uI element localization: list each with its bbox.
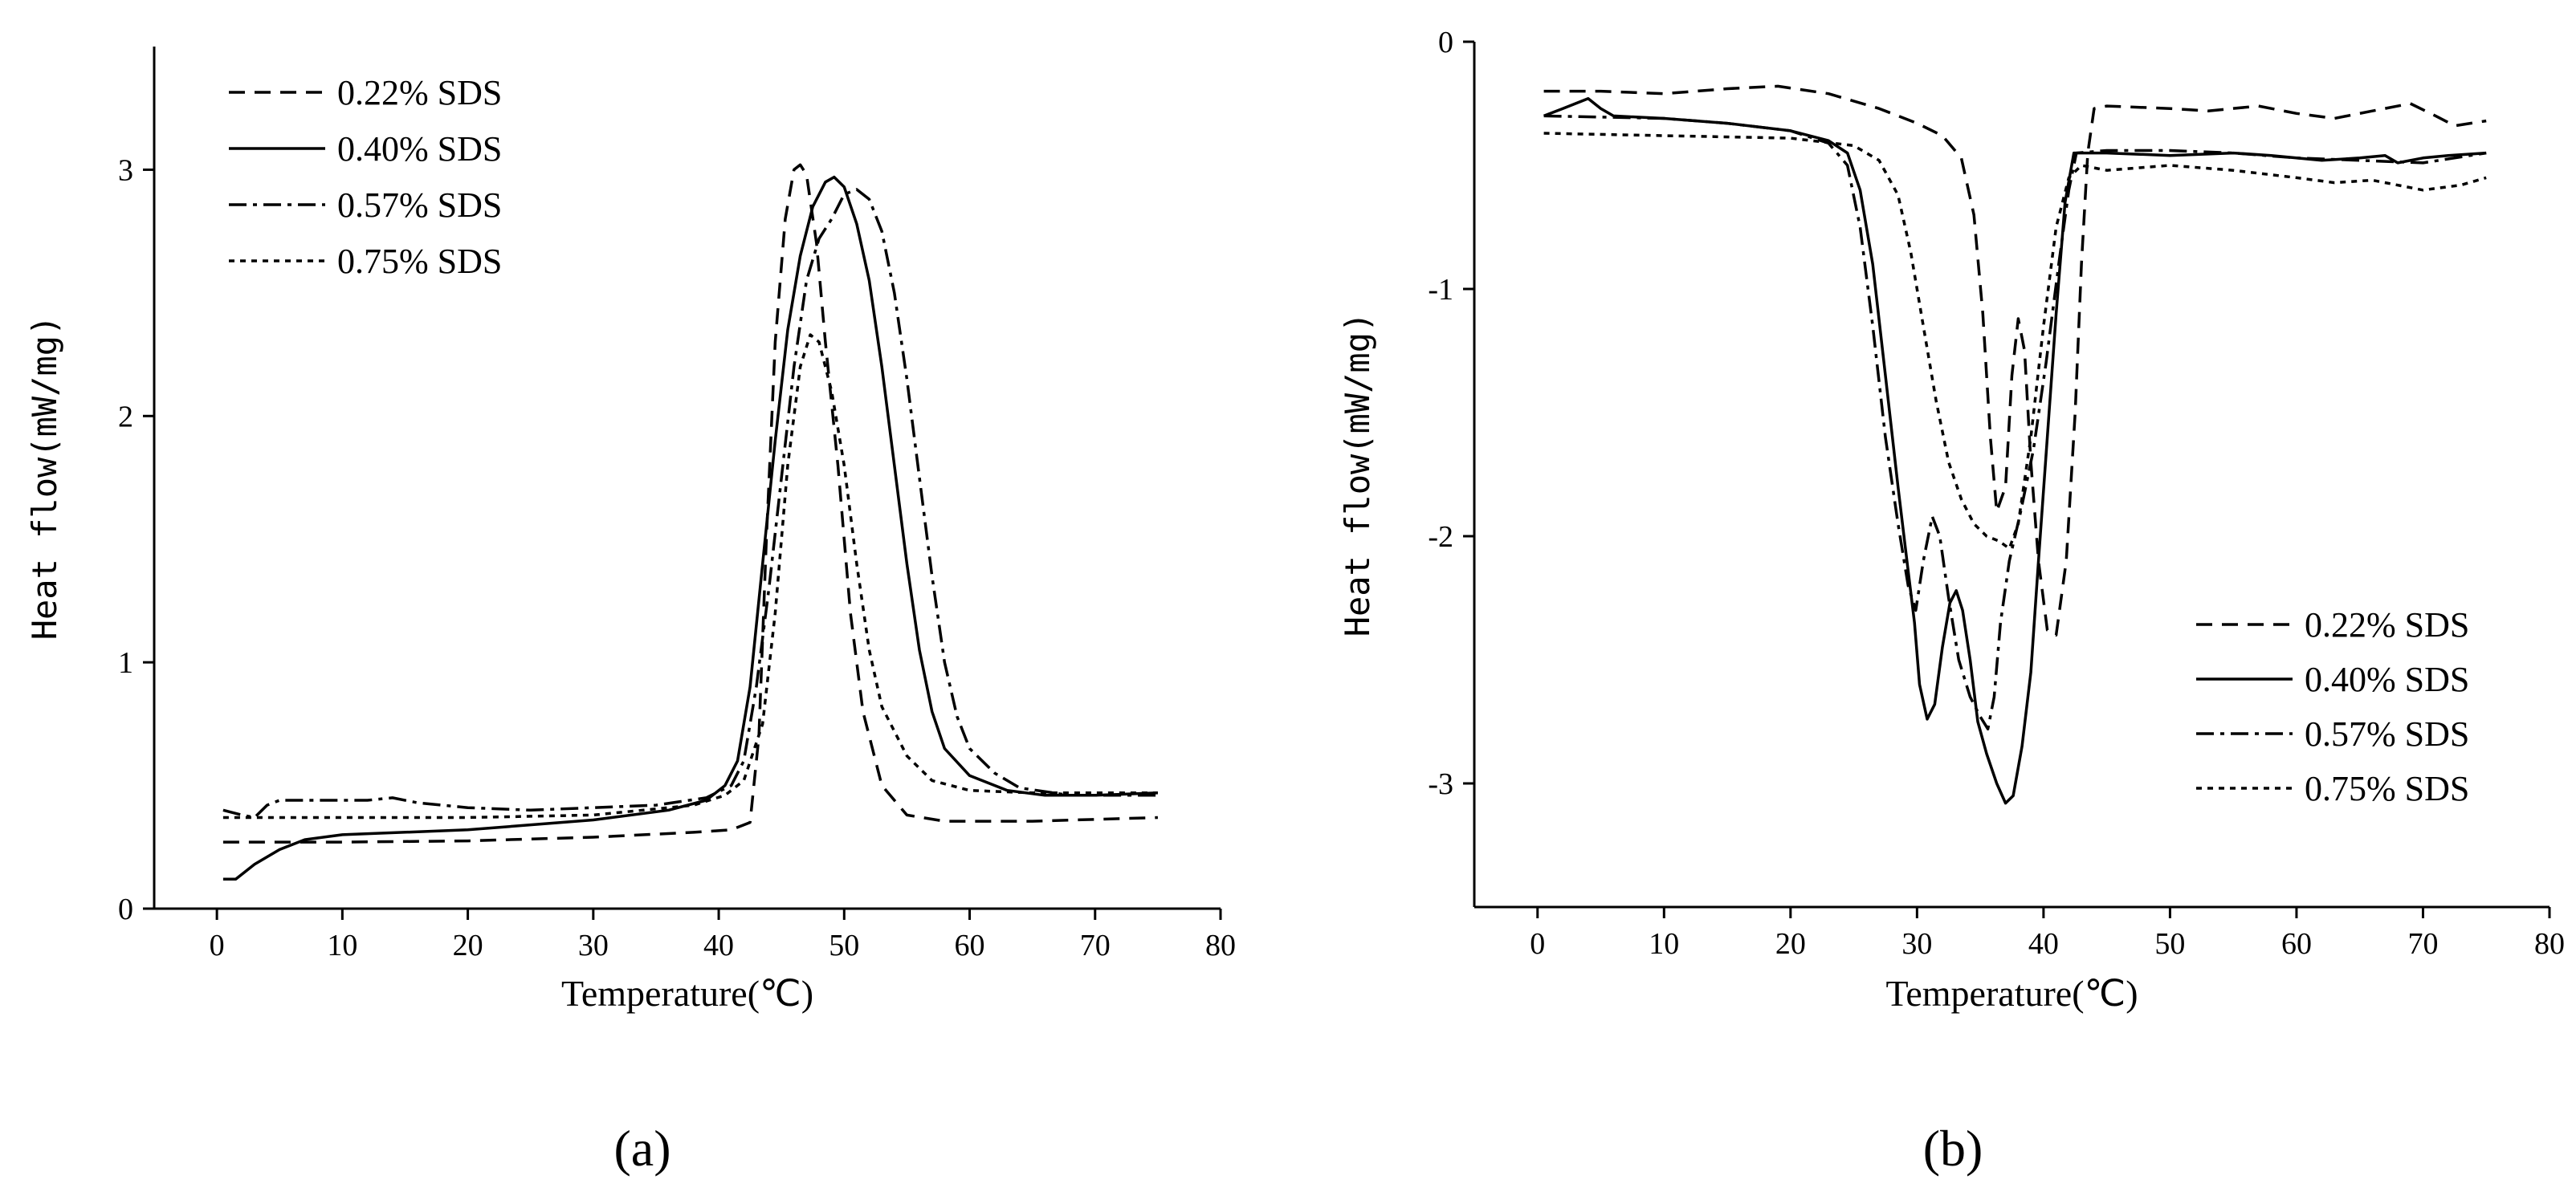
y-axis-label: Heat flow(mW/mg) — [1338, 312, 1377, 637]
series-line — [222, 333, 1158, 820]
y-axis-label: Heat flow(mW/mg) — [25, 315, 64, 641]
y-tick-label: -1 — [1428, 273, 1453, 307]
panel-label-b: (b) — [1923, 1120, 1983, 1177]
x-tick-label: 0 — [1530, 927, 1545, 961]
x-tick-label: 50 — [2154, 927, 2185, 961]
y-tick-label: 1 — [118, 646, 133, 680]
legend-label: 0.40% SDS — [2305, 660, 2469, 699]
series-line — [222, 188, 1158, 820]
x-tick-label: 20 — [1775, 927, 1806, 961]
legend-label: 0.75% SDS — [337, 242, 502, 281]
x-tick-label: 60 — [955, 929, 985, 962]
x-axis-label: Temperature(℃) — [1885, 973, 2138, 1014]
x-tick-label: 10 — [327, 929, 357, 962]
x-tick-label: 0 — [210, 929, 225, 962]
chart-panel-a: 0 10 20 30 40 50 60 70 80 0 1 2 3 Temperature(℃) Heat … — [25, 47, 1236, 1014]
legend-label: 0.75% SDS — [2305, 769, 2469, 808]
x-tick-label: 30 — [1901, 927, 1932, 961]
x-tick-label: 60 — [2281, 927, 2312, 961]
legend-label: 0.22% SDS — [2305, 605, 2469, 645]
legend: 0.22% SDS 0.40% SDS 0.57% SDS 0.75% SDS — [2196, 605, 2469, 808]
chart-panel-b: 0 10 20 30 40 50 60 70 80 0 -1 -2 -3 Temperature(℃) He… — [1338, 26, 2565, 1014]
x-axis-label: Temperature(℃) — [561, 973, 813, 1014]
x-tick-label: 10 — [1649, 927, 1679, 961]
legend: 0.22% SDS 0.40% SDS 0.57% SDS 0.75% SDS — [229, 73, 502, 281]
y-tick-label: -3 — [1428, 767, 1453, 801]
legend-label: 0.57% SDS — [2305, 714, 2469, 754]
x-tick-label: 70 — [1080, 929, 1111, 962]
series-line — [222, 163, 1158, 844]
y-tick-label: 2 — [118, 400, 133, 433]
x-tick-label: 80 — [1205, 929, 1236, 962]
y-tick-label: 0 — [1438, 26, 1453, 59]
x-tick-label: 80 — [2534, 927, 2565, 961]
x-tick-label: 50 — [829, 929, 859, 962]
y-tick-label: 3 — [118, 153, 133, 187]
x-tick-label: 40 — [2028, 927, 2059, 961]
legend-label: 0.22% SDS — [337, 73, 502, 112]
x-tick-label: 20 — [453, 929, 483, 962]
y-tick-label: 0 — [118, 893, 133, 926]
series-line — [222, 175, 1158, 881]
legend-label: 0.40% SDS — [337, 129, 502, 169]
y-tick-label: -2 — [1428, 520, 1453, 554]
legend-label: 0.57% SDS — [337, 185, 502, 225]
panel-label-a: (a) — [613, 1120, 670, 1177]
x-tick-label: 30 — [578, 929, 609, 962]
series-line — [1543, 114, 2487, 730]
series-line — [1543, 84, 2487, 637]
x-tick-label: 70 — [2407, 927, 2438, 961]
x-tick-label: 40 — [703, 929, 734, 962]
series-line — [1543, 132, 2487, 551]
